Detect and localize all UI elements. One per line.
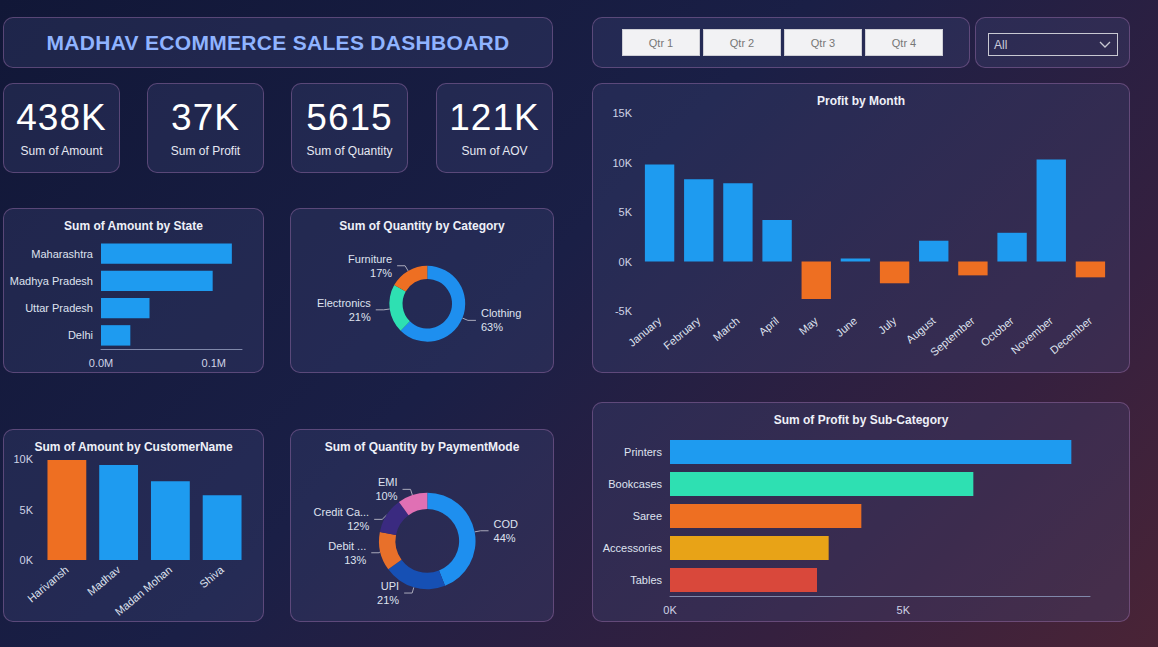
svg-text:10%: 10% [375,490,397,502]
svg-text:10K: 10K [13,453,33,465]
svg-text:Tables: Tables [630,574,662,586]
svg-text:COD: COD [494,518,519,530]
svg-text:Profit by Month: Profit by Month [817,94,905,108]
svg-text:Debit ...: Debit ... [328,540,366,552]
svg-text:Credit Ca...: Credit Ca... [314,506,370,518]
svg-text:April: April [756,314,781,337]
html-text:Qtr 1: Qtr 1 [648,36,674,49]
svg-text:5K: 5K [897,604,911,616]
svg-text:0K: 0K [20,554,34,566]
svg-text:5K: 5K [20,504,34,516]
svg-text:0.1M: 0.1M [202,357,226,369]
html-text:Sum of Profit: Sum of Profit [170,144,241,158]
svg-text:15K: 15K [612,107,632,119]
html-text:Qtr 2: Qtr 2 [729,36,755,49]
svg-text:Accessories: Accessories [603,542,663,554]
svg-text:Sum of Profit by Sub-Category: Sum of Profit by Sub-Category [774,413,949,427]
svg-text:October: October [978,314,1016,349]
svg-text:December: December [1048,314,1095,356]
svg-text:44%: 44% [494,532,516,544]
svg-text:Maharashtra: Maharashtra [31,248,94,260]
svg-text:May: May [796,314,820,337]
svg-text:63%: 63% [481,321,503,333]
html-text:438K: 438K [16,97,107,138]
html-text:5615: 5615 [306,97,393,138]
svg-text:10K: 10K [612,157,632,169]
html-text:Sum of Amount: Sum of Amount [20,144,103,158]
svg-text:Harivansh: Harivansh [25,563,71,604]
svg-text:Saree: Saree [633,510,662,522]
svg-text:Madhya Pradesh: Madhya Pradesh [10,275,93,287]
svg-text:17%: 17% [370,267,392,279]
svg-text:Printers: Printers [624,446,662,458]
svg-text:Madhav: Madhav [85,563,123,598]
svg-text:5K: 5K [619,206,633,218]
svg-text:Madan Mohan: Madan Mohan [113,563,175,617]
svg-text:June: June [833,314,859,339]
svg-text:Clothing: Clothing [481,307,521,319]
svg-text:Delhi: Delhi [68,329,93,341]
svg-text:Furniture: Furniture [348,253,392,265]
html-text:37K: 37K [171,97,240,138]
svg-text:13%: 13% [344,554,366,566]
svg-text:12%: 12% [347,520,369,532]
svg-text:21%: 21% [377,594,399,606]
svg-text:0K: 0K [619,256,633,268]
html-text:MADHAV ECOMMERCE SALES DASHBOA: MADHAV ECOMMERCE SALES DASHBOARD [46,30,510,54]
svg-text:21%: 21% [349,311,371,323]
html-text:121K: 121K [449,97,540,138]
svg-text:EMI: EMI [378,476,398,488]
svg-text:Sum of Quantity by PaymentMode: Sum of Quantity by PaymentMode [325,440,520,454]
html-text:Sum of Quantity: Sum of Quantity [306,144,393,158]
html-text:Sum of AOV: Sum of AOV [461,144,528,158]
svg-text:July: July [876,314,899,336]
svg-text:August: August [904,314,938,345]
html-text:Qtr 4: Qtr 4 [891,36,917,49]
svg-text:Bookcases: Bookcases [608,478,662,490]
svg-text:-5K: -5K [615,305,633,317]
svg-text:Sum of Amount by CustomerName: Sum of Amount by CustomerName [34,440,233,454]
svg-text:Sum of Amount by State: Sum of Amount by State [64,219,203,233]
svg-text:February: February [661,314,703,352]
svg-text:0K: 0K [663,604,677,616]
svg-text:March: March [711,314,742,343]
svg-text:Sum of Quantity by Category: Sum of Quantity by Category [339,219,505,233]
svg-text:Uttar Pradesh: Uttar Pradesh [25,302,93,314]
svg-text:Electronics: Electronics [317,297,371,309]
svg-text:UPI: UPI [381,580,399,592]
html-text:Qtr 3: Qtr 3 [810,36,836,49]
svg-text:November: November [1009,314,1056,356]
svg-text:Shiva: Shiva [197,563,226,590]
html-text:All: All [994,37,1008,52]
svg-text:January: January [626,314,664,349]
svg-text:0.0M: 0.0M [89,357,113,369]
svg-text:September: September [928,314,977,358]
